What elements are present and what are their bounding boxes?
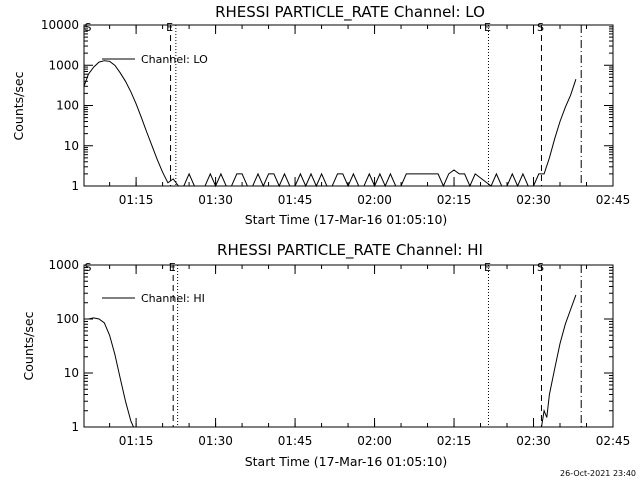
event-marker-label: S xyxy=(85,261,92,274)
event-marker-label: S xyxy=(85,21,92,34)
footer-timestamp: 26-Oct-2021 23:40 xyxy=(560,469,636,478)
x-tick-label: 02:00 xyxy=(357,193,392,207)
plot-frame xyxy=(83,264,614,428)
chart-title: RHESSI PARTICLE_RATE Channel: LO xyxy=(215,3,485,22)
x-tick-label: 01:15 xyxy=(119,193,154,207)
y-tick-label: 1 xyxy=(71,420,79,434)
event-markers: E E SS xyxy=(85,21,582,186)
event-marker-label: E xyxy=(484,21,491,34)
x-tick-label: 02:30 xyxy=(516,434,551,448)
y-tick-label: 10000 xyxy=(41,18,79,32)
x-axis-ticks: 01:15 01:30 01:45 02:00 02:15 02:30 02:45 xyxy=(109,25,631,207)
legend-label: Channel: HI xyxy=(141,292,205,305)
y-tick-label: 10 xyxy=(64,139,79,153)
x-axis-label: Start Time (17-Mar-16 01:05:10) xyxy=(245,454,448,469)
y-tick-label: 100 xyxy=(56,312,79,326)
series-line xyxy=(84,294,577,428)
event-marker-label: E xyxy=(166,21,173,34)
data-lines xyxy=(84,294,577,428)
x-tick-label: 02:15 xyxy=(437,434,472,448)
legend-label: Channel: LO xyxy=(141,53,208,66)
chart-title: RHESSI PARTICLE_RATE Channel: HI xyxy=(217,241,483,260)
event-marker-label: E xyxy=(484,261,491,274)
x-tick-label: 01:30 xyxy=(198,434,233,448)
plot-frame xyxy=(83,24,614,187)
series-line xyxy=(83,60,577,188)
x-tick-label: 01:30 xyxy=(198,193,233,207)
x-axis-ticks: 01:15 01:30 01:45 02:00 02:15 02:30 02:45 xyxy=(109,265,631,448)
x-tick-label: 02:45 xyxy=(596,434,631,448)
x-tick-label: 02:00 xyxy=(357,434,392,448)
x-tick-label: 02:45 xyxy=(596,193,631,207)
x-tick-label: 01:45 xyxy=(278,193,313,207)
y-axis-label: Counts/sec xyxy=(11,71,26,140)
event-marker-label: S xyxy=(537,261,544,274)
event-marker-label: E xyxy=(169,261,176,274)
event-marker-label: S xyxy=(537,21,544,34)
chart-panel-lo: RHESSI PARTICLE_RATE Channel: LO 1101001… xyxy=(11,3,630,227)
y-tick-label: 1 xyxy=(71,179,79,193)
y-tick-label: 1000 xyxy=(48,58,79,72)
y-tick-label: 10 xyxy=(64,366,79,380)
x-tick-label: 02:30 xyxy=(516,193,551,207)
x-tick-label: 01:45 xyxy=(278,434,313,448)
y-axis-ticks: 1 10 100 1000 xyxy=(48,258,613,434)
x-tick-label: 02:15 xyxy=(437,193,472,207)
y-axis-label: Counts/sec xyxy=(21,311,36,380)
x-tick-label: 01:15 xyxy=(119,434,154,448)
data-lines xyxy=(83,60,577,188)
chart-panel-hi: RHESSI PARTICLE_RATE Channel: HI 1101001… xyxy=(21,241,630,469)
y-tick-label: 1000 xyxy=(48,258,79,272)
event-markers: E E SS xyxy=(85,261,582,427)
x-axis-label: Start Time (17-Mar-16 01:05:10) xyxy=(245,212,448,227)
y-tick-label: 100 xyxy=(56,99,79,113)
y-axis-ticks: 1 10 100 1000 10000 xyxy=(41,18,613,193)
